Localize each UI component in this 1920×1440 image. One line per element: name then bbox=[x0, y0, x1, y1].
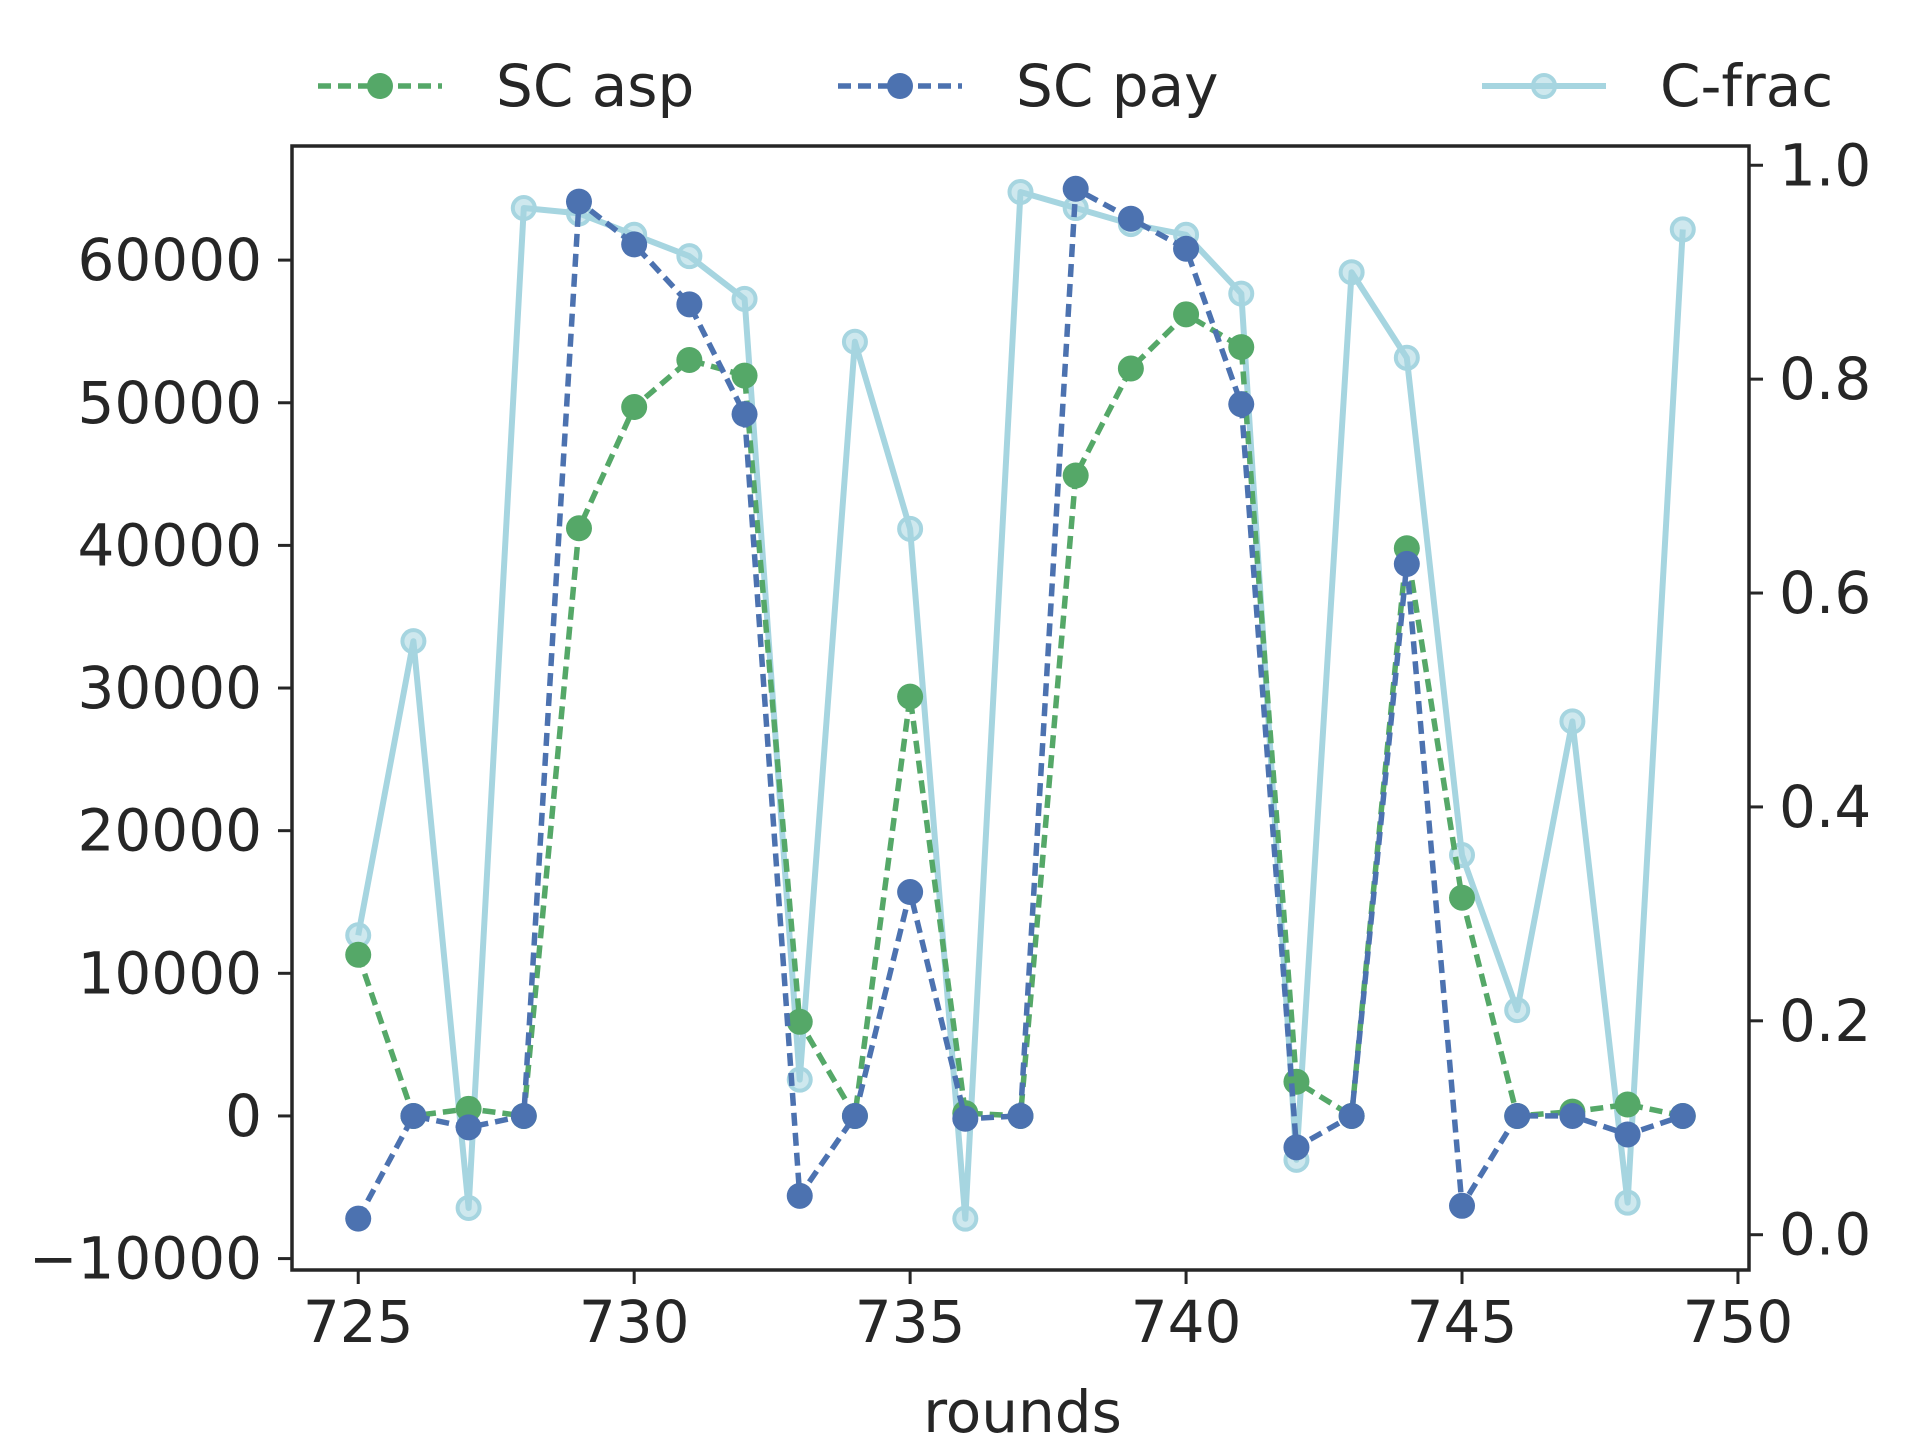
y2-tick-label: 0.0 bbox=[1779, 1201, 1871, 1269]
series-line bbox=[355, 186, 1684, 1220]
y-tick-label: −10000 bbox=[29, 1225, 262, 1293]
x-tick-label: 735 bbox=[855, 1288, 966, 1356]
data-point bbox=[1173, 301, 1200, 328]
legend-entry-c-frac: C-frac bbox=[1482, 52, 1833, 120]
data-point bbox=[621, 394, 648, 421]
data-point bbox=[1062, 462, 1089, 489]
data-point bbox=[400, 628, 427, 655]
axes: 725 730 735 740 745 750 −10000 0 10000 20000 30000… bbox=[29, 131, 1871, 1356]
data-point bbox=[731, 362, 758, 389]
data-point bbox=[1504, 1102, 1531, 1129]
data-point bbox=[565, 188, 592, 215]
data-point bbox=[510, 1102, 537, 1129]
x-axis-title: rounds bbox=[923, 1378, 1122, 1440]
data-point bbox=[455, 1095, 482, 1122]
plot-area bbox=[345, 175, 1696, 1232]
legend-entry-sc-asp: SC asp bbox=[318, 52, 694, 120]
data-point bbox=[897, 683, 924, 710]
y-tick-label: 20000 bbox=[77, 797, 262, 865]
data-point bbox=[621, 231, 648, 258]
y-tick-label: 50000 bbox=[77, 369, 262, 437]
x-tick-label: 730 bbox=[579, 1288, 690, 1356]
data-point bbox=[1614, 1121, 1641, 1148]
data-point bbox=[897, 879, 924, 906]
data-point bbox=[952, 1205, 979, 1232]
legend-label: C-frac bbox=[1660, 52, 1833, 120]
y-tick-label: 40000 bbox=[77, 511, 262, 579]
plot-frame bbox=[290, 144, 1751, 1272]
data-point bbox=[1393, 550, 1420, 577]
data-point bbox=[1614, 1189, 1641, 1216]
data-point bbox=[841, 328, 868, 355]
y2-tick-label: 0.2 bbox=[1779, 987, 1871, 1055]
legend-marker bbox=[1531, 73, 1557, 99]
data-point bbox=[1393, 344, 1420, 371]
data-point bbox=[1559, 1102, 1586, 1129]
data-point bbox=[786, 1008, 813, 1035]
data-point bbox=[786, 1182, 813, 1209]
data-point bbox=[1504, 997, 1531, 1024]
data-point bbox=[1449, 884, 1476, 911]
data-point bbox=[841, 1102, 868, 1129]
y2-tick-label: 1.0 bbox=[1779, 131, 1871, 199]
y2-tick-label: 0.4 bbox=[1779, 773, 1871, 841]
data-point bbox=[1007, 178, 1034, 205]
y-tick-label: 30000 bbox=[77, 654, 262, 722]
data-point bbox=[400, 1102, 427, 1129]
x-tick-label: 740 bbox=[1131, 1288, 1242, 1356]
x-tick-label: 725 bbox=[303, 1288, 414, 1356]
data-point bbox=[1228, 391, 1255, 418]
data-point bbox=[1449, 1192, 1476, 1219]
legend-label: SC asp bbox=[496, 52, 694, 120]
y-tick-label: 10000 bbox=[77, 939, 262, 1007]
y2-tick-label: 0.8 bbox=[1779, 345, 1871, 413]
data-point bbox=[1062, 175, 1089, 202]
data-point bbox=[345, 1205, 372, 1232]
legend-label: SC pay bbox=[1016, 52, 1218, 120]
legend-entry-sc-pay: SC pay bbox=[838, 52, 1218, 120]
data-point bbox=[897, 515, 924, 542]
y-tick-label: 0 bbox=[225, 1082, 262, 1150]
data-point bbox=[1338, 1102, 1365, 1129]
data-point bbox=[676, 291, 703, 318]
x-tick-label: 745 bbox=[1407, 1288, 1518, 1356]
y-tick-label: 60000 bbox=[77, 226, 262, 294]
legend-marker bbox=[367, 73, 393, 99]
data-point bbox=[1117, 205, 1144, 232]
data-point bbox=[676, 243, 703, 270]
series-line bbox=[355, 311, 1684, 1119]
data-point bbox=[455, 1114, 482, 1141]
series-line bbox=[355, 189, 1686, 1222]
data-point bbox=[952, 1105, 979, 1132]
data-point bbox=[1338, 259, 1365, 286]
data-point bbox=[731, 285, 758, 312]
legend: SC asp SC pay C-frac bbox=[318, 52, 1833, 120]
data-point bbox=[1228, 280, 1255, 307]
data-point bbox=[455, 1194, 482, 1221]
data-point bbox=[345, 941, 372, 968]
data-point bbox=[1669, 1102, 1696, 1129]
data-point bbox=[510, 195, 537, 222]
legend-marker bbox=[887, 73, 913, 99]
data-point bbox=[565, 515, 592, 542]
data-point bbox=[1614, 1091, 1641, 1118]
x-tick-label: 750 bbox=[1683, 1288, 1794, 1356]
data-point bbox=[1559, 708, 1586, 735]
data-point bbox=[1283, 1068, 1310, 1095]
series-sc-pay bbox=[345, 175, 1696, 1232]
data-point bbox=[1228, 334, 1255, 361]
data-point bbox=[1669, 216, 1696, 243]
data-point bbox=[676, 346, 703, 373]
data-point bbox=[1117, 355, 1144, 382]
data-point bbox=[1173, 235, 1200, 262]
data-point bbox=[1007, 1102, 1034, 1129]
data-point bbox=[1283, 1134, 1310, 1161]
data-point bbox=[731, 401, 758, 428]
y2-tick-label: 0.6 bbox=[1779, 559, 1871, 627]
